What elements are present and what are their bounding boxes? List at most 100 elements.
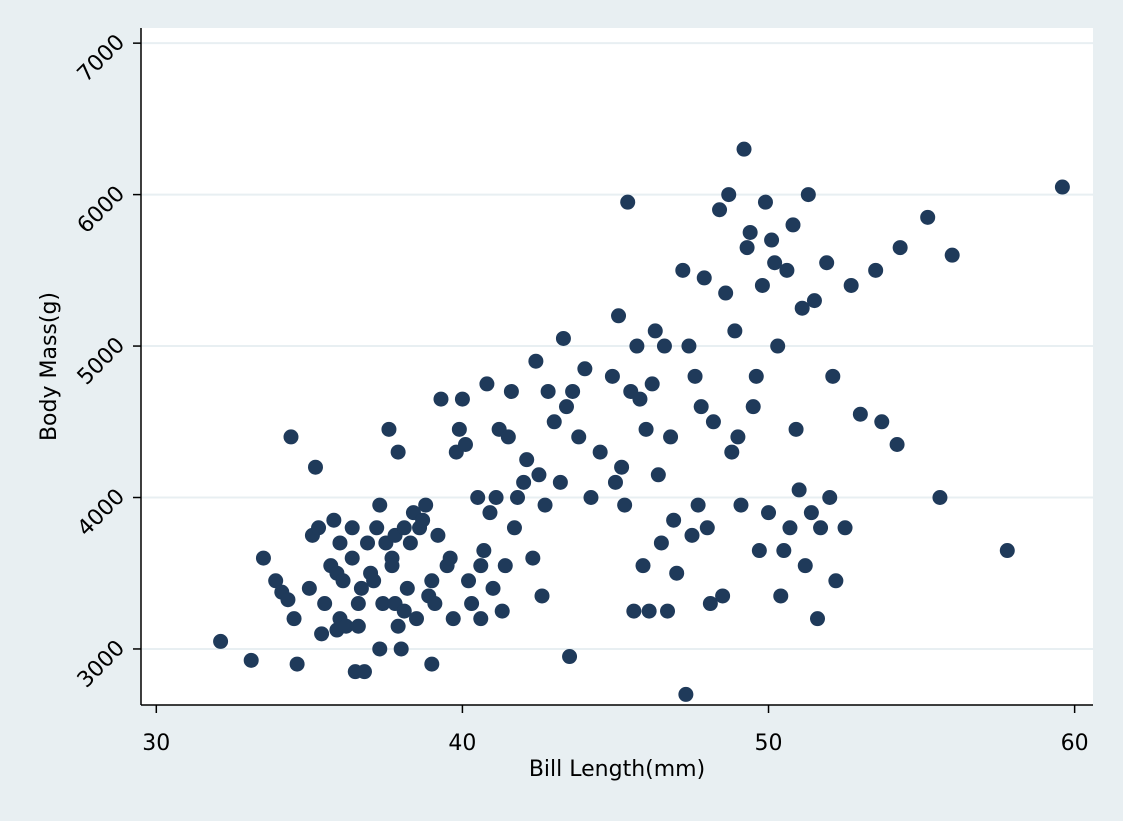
data-point <box>892 240 908 256</box>
data-point <box>360 535 376 551</box>
data-point <box>528 353 544 369</box>
data-point <box>932 490 948 506</box>
data-point <box>424 573 440 589</box>
data-point <box>427 596 443 612</box>
data-point <box>470 490 486 506</box>
x-tick-label: 40 <box>448 731 476 756</box>
data-point <box>399 580 415 596</box>
data-point <box>757 194 773 210</box>
data-point <box>396 520 412 536</box>
data-point <box>785 217 801 233</box>
data-point <box>280 592 296 608</box>
data-point <box>653 535 669 551</box>
data-point <box>764 232 780 248</box>
data-point <box>307 459 323 475</box>
data-point <box>626 603 642 619</box>
data-point <box>255 550 271 566</box>
data-point <box>745 399 761 415</box>
data-point <box>344 550 360 566</box>
data-point <box>571 429 587 445</box>
x-tick-label: 30 <box>142 731 170 756</box>
data-point <box>699 520 715 536</box>
data-point <box>647 323 663 339</box>
data-point <box>696 270 712 286</box>
y-axis-title: Body Mass(g) <box>37 292 62 441</box>
data-point <box>687 368 703 384</box>
data-point <box>558 399 574 415</box>
data-point <box>678 686 694 702</box>
data-point <box>497 558 513 574</box>
data-point <box>454 391 470 407</box>
data-point <box>837 520 853 536</box>
y-tick-label: 6000 <box>73 181 130 238</box>
data-point <box>727 323 743 339</box>
data-point <box>638 421 654 437</box>
data-point <box>715 588 731 604</box>
data-point <box>510 490 526 506</box>
data-point <box>761 505 777 521</box>
data-point <box>754 277 770 293</box>
data-point <box>675 262 691 278</box>
data-point <box>519 452 535 468</box>
data-point <box>791 482 807 498</box>
data-point <box>433 391 449 407</box>
data-point <box>822 490 838 506</box>
data-point <box>268 573 284 589</box>
data-point <box>289 656 305 672</box>
y-tick-label: 3000 <box>73 636 130 693</box>
data-point <box>243 652 259 668</box>
data-point <box>803 505 819 521</box>
data-point <box>733 497 749 513</box>
data-point <box>366 573 382 589</box>
data-point <box>721 187 737 203</box>
data-point <box>552 474 568 490</box>
data-point <box>516 474 532 490</box>
data-point <box>644 376 660 392</box>
data-point <box>684 527 700 543</box>
data-point <box>767 255 783 271</box>
data-point <box>794 300 810 316</box>
data-point <box>479 376 495 392</box>
data-point <box>540 383 556 399</box>
data-point <box>546 414 562 430</box>
data-points <box>213 141 1070 702</box>
data-point <box>350 596 366 612</box>
data-point <box>629 338 645 354</box>
y-tick-label: 7000 <box>73 30 130 87</box>
plot-area <box>141 28 1093 705</box>
data-point <box>800 187 816 203</box>
data-point <box>390 618 406 634</box>
data-point <box>451 421 467 437</box>
data-point <box>843 277 859 293</box>
data-point <box>213 633 229 649</box>
data-point <box>317 596 333 612</box>
data-point <box>813 520 829 536</box>
data-point <box>424 656 440 672</box>
data-point <box>476 543 492 559</box>
x-tick-label: 60 <box>1061 731 1089 756</box>
data-point <box>369 520 385 536</box>
data-point <box>806 293 822 309</box>
data-point <box>604 368 620 384</box>
data-point <box>620 194 636 210</box>
data-point <box>577 361 593 377</box>
data-point <box>402 535 418 551</box>
data-point <box>301 580 317 596</box>
data-point <box>482 505 498 521</box>
data-point <box>375 596 391 612</box>
data-point <box>503 383 519 399</box>
data-point <box>739 240 755 256</box>
data-point <box>617 497 633 513</box>
data-point <box>283 429 299 445</box>
x-axis-title: Bill Length(mm) <box>529 757 705 782</box>
data-point <box>663 429 679 445</box>
data-point <box>874 414 890 430</box>
data-point <box>748 368 764 384</box>
data-point <box>607 474 623 490</box>
data-point <box>338 618 354 634</box>
data-point <box>656 338 672 354</box>
data-point <box>705 414 721 430</box>
data-point <box>779 262 795 278</box>
